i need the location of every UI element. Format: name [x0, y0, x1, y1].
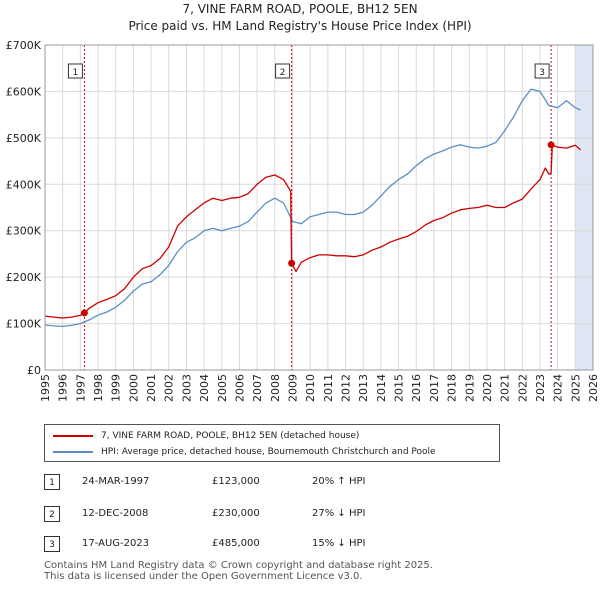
x-tick-label: 2015	[393, 374, 406, 402]
sale-marker-label: 3	[539, 68, 545, 78]
chart: 7, VINE FARM ROAD, POOLE, BH12 5EN Price…	[6, 2, 600, 402]
x-tick-label: 2003	[180, 374, 193, 402]
x-tick-label: 1995	[39, 374, 52, 402]
sale-point	[288, 259, 296, 267]
sale-marker-label: 1	[73, 68, 79, 78]
x-tick-label: 1999	[110, 374, 123, 402]
sale-row: 2 12-DEC-2008 £230,000 27% ↓ HPI	[44, 506, 564, 526]
x-tick-label: 2025	[569, 374, 582, 402]
y-tick-label: £300K	[6, 225, 42, 238]
x-tick-label: 2011	[322, 374, 335, 402]
x-tick-label: 2024	[552, 374, 565, 402]
sale-point	[547, 141, 555, 149]
x-tick-label: 2022	[516, 374, 529, 402]
x-tick-label: 2014	[375, 374, 388, 402]
sale-marker-label: 2	[280, 68, 286, 78]
sale-number-badge: 2	[44, 506, 60, 522]
sale-marker-box	[275, 63, 291, 79]
y-tick-label: £200K	[6, 271, 42, 284]
legend: 7, VINE FARM ROAD, POOLE, BH12 5EN (deta…	[44, 424, 500, 462]
y-tick-label: £700K	[6, 39, 42, 52]
x-tick-label: 2009	[286, 374, 299, 402]
x-tick-label: 2001	[145, 374, 158, 402]
sale-row: 1 24-MAR-1997 £123,000 20% ↑ HPI	[44, 474, 564, 494]
sale-date: 17-AUG-2023	[82, 538, 150, 549]
sale-marker-box	[67, 63, 83, 79]
x-tick-label: 2010	[304, 374, 317, 402]
footer-copyright: Contains HM Land Registry data © Crown c…	[44, 560, 433, 571]
x-tick-label: 2018	[446, 374, 459, 402]
chart-subtitle: Price paid vs. HM Land Registry's House …	[128, 19, 471, 33]
legend-swatch-hpi	[53, 451, 93, 453]
x-tick-label: 2026	[587, 374, 600, 402]
x-tick-label: 2021	[499, 374, 512, 402]
footer-licence: This data is licensed under the Open Gov…	[44, 571, 363, 582]
sale-price: £485,000	[212, 538, 260, 549]
legend-label-property: 7, VINE FARM ROAD, POOLE, BH12 5EN (deta…	[101, 431, 360, 441]
sale-price: £230,000	[212, 508, 260, 519]
sale-hpi-change: 27% ↓ HPI	[312, 508, 366, 519]
sale-hpi-change: 20% ↑ HPI	[312, 476, 366, 487]
sale-date: 24-MAR-1997	[82, 476, 150, 487]
sale-price: £123,000	[212, 476, 260, 487]
x-tick-label: 2020	[481, 374, 494, 402]
x-tick-label: 1996	[57, 374, 70, 402]
sale-point	[80, 309, 88, 317]
y-tick-label: £400K	[6, 178, 42, 191]
x-tick-label: 2005	[216, 374, 229, 402]
x-tick-label: 1998	[92, 374, 105, 402]
sale-date: 12-DEC-2008	[82, 508, 149, 519]
x-tick-label: 2013	[357, 374, 370, 402]
property-price-line	[44, 144, 582, 319]
x-tick-label: 2008	[269, 374, 282, 402]
sale-row: 3 17-AUG-2023 £485,000 15% ↓ HPI	[44, 536, 564, 556]
x-tick-label: 2017	[428, 374, 441, 402]
legend-swatch-property	[53, 435, 93, 437]
sale-hpi-change: 15% ↓ HPI	[312, 538, 366, 549]
x-tick-label: 2004	[198, 374, 211, 402]
sale-number-badge: 1	[44, 474, 60, 490]
sale-marker-box	[534, 63, 550, 79]
y-tick-label: £600K	[6, 85, 42, 98]
x-tick-label: 2019	[463, 374, 476, 402]
x-tick-label: 2012	[340, 374, 353, 402]
x-tick-label: 2016	[410, 374, 423, 402]
hpi-line	[44, 88, 581, 328]
x-tick-label: 2023	[534, 374, 547, 402]
plot-area	[45, 45, 593, 370]
y-tick-label: £0	[27, 364, 41, 377]
forecast-shade	[575, 45, 593, 370]
x-tick-label: 2002	[163, 374, 176, 402]
y-tick-label: £500K	[6, 132, 42, 145]
plot-border	[44, 44, 594, 371]
x-tick-label: 2000	[127, 374, 140, 402]
x-tick-label: 1997	[74, 374, 87, 402]
y-tick-label: £100K	[6, 318, 42, 331]
sale-number-badge: 3	[44, 536, 60, 552]
legend-label-hpi: HPI: Average price, detached house, Bour…	[101, 447, 436, 457]
x-tick-label: 2006	[233, 374, 246, 402]
x-tick-label: 2007	[251, 374, 264, 402]
footer: Contains HM Land Registry data © Crown c…	[44, 560, 433, 582]
chart-title: 7, VINE FARM ROAD, POOLE, BH12 5EN	[182, 2, 417, 16]
